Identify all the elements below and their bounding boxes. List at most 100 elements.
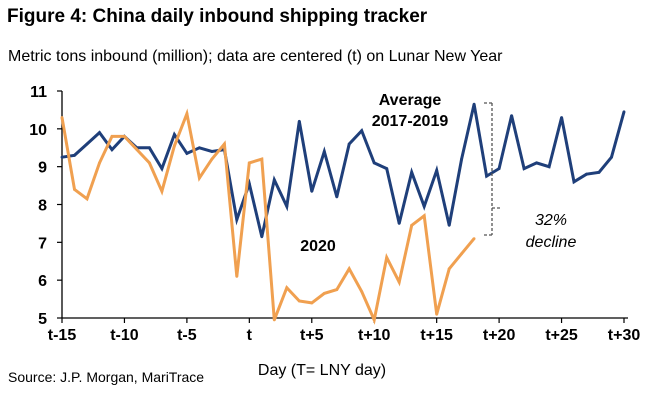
data-point-average	[547, 165, 551, 169]
chart-series	[60, 102, 626, 325]
y-tick-label: 5	[38, 311, 47, 328]
series-label-2020: 2020	[300, 238, 336, 255]
data-point-2020	[322, 292, 326, 295]
data-point-2020	[210, 157, 214, 161]
data-point-average	[472, 102, 476, 106]
decline-percent-label: 32%	[535, 212, 567, 229]
x-tick-label: t+30	[608, 327, 641, 344]
data-point-2020	[198, 176, 201, 180]
data-point-average	[73, 153, 76, 157]
chart-tick-labels: 5 6 7 8 9 10 11 t-15 t-10 t-5 t t+5 t+10 t+15 t+20 t+25…	[29, 84, 640, 344]
data-point-average	[260, 235, 264, 239]
data-point-average	[447, 223, 451, 227]
data-point-average	[485, 174, 488, 178]
data-point-2020	[360, 290, 364, 293]
data-point-average	[510, 114, 513, 117]
data-point-2020	[460, 252, 463, 256]
y-tick-label: 9	[38, 160, 47, 177]
data-point-average	[622, 110, 626, 114]
data-point-average	[98, 131, 101, 135]
data-point-2020	[148, 161, 151, 165]
data-point-average	[60, 155, 64, 159]
data-point-average	[185, 152, 189, 155]
data-point-average	[535, 161, 538, 165]
data-point-average	[497, 167, 501, 171]
data-point-average	[322, 150, 326, 153]
chart-title: Figure 4: China daily inbound shipping t…	[7, 6, 428, 27]
decline-bracket	[484, 102, 500, 236]
x-tick-label: t+10	[358, 327, 391, 344]
x-tick-label: t-10	[110, 327, 139, 344]
x-tick-label: t-15	[48, 327, 77, 344]
y-tick-label: 10	[29, 122, 47, 139]
data-point-2020	[73, 188, 76, 191]
data-point-average	[173, 133, 176, 136]
data-point-2020	[435, 312, 439, 316]
data-point-average	[110, 148, 114, 152]
data-point-average	[422, 205, 426, 208]
data-point-2020	[310, 301, 314, 305]
data-point-2020	[85, 197, 89, 201]
data-point-2020	[410, 223, 414, 227]
data-point-average	[410, 170, 414, 174]
data-point-2020	[98, 161, 101, 165]
x-tick-label: t+20	[483, 327, 516, 344]
data-point-average	[610, 155, 613, 159]
data-point-2020	[272, 318, 276, 322]
x-tick-label: t-5	[177, 327, 197, 344]
data-point-2020	[297, 299, 301, 303]
data-point-2020	[397, 280, 401, 284]
x-axis-label: Day (T= LNY day)	[258, 362, 386, 379]
y-tick-label: 6	[38, 273, 47, 290]
y-tick-label: 8	[38, 198, 47, 215]
series-line-2020	[60, 108, 476, 325]
data-point-2020	[223, 142, 226, 146]
data-point-average	[585, 172, 588, 176]
data-point-average	[335, 195, 339, 199]
series-line-average	[61, 103, 626, 238]
x-tick-label: t+25	[545, 327, 578, 344]
data-point-average	[210, 150, 214, 153]
data-point-2020	[173, 144, 176, 148]
data-point-2020	[110, 135, 114, 138]
x-tick-label: t+5	[300, 327, 324, 344]
x-tick-label: t	[247, 327, 253, 344]
data-point-average	[285, 205, 289, 208]
data-point-average	[235, 218, 239, 222]
data-point-average	[597, 170, 601, 174]
data-point-average	[310, 189, 314, 193]
data-point-2020	[335, 288, 339, 291]
data-point-2020	[160, 189, 164, 193]
data-point-average	[148, 146, 151, 150]
y-tick-label: 11	[30, 84, 47, 101]
data-point-2020	[260, 157, 264, 161]
data-point-2020	[285, 286, 289, 290]
data-point-average	[198, 146, 201, 150]
data-point-average	[160, 167, 164, 171]
data-point-average	[385, 167, 389, 171]
data-point-2020	[123, 135, 126, 138]
data-point-average	[347, 142, 351, 146]
data-point-average	[460, 157, 463, 161]
data-point-average	[85, 142, 89, 146]
data-point-2020	[60, 116, 64, 119]
data-point-2020	[422, 214, 426, 218]
x-tick-label: t+15	[420, 327, 453, 344]
data-point-2020	[347, 267, 351, 271]
series-label-average-line1: Average	[379, 92, 442, 109]
data-point-2020	[472, 237, 476, 241]
data-point-average	[272, 178, 276, 182]
data-point-2020	[185, 112, 189, 116]
data-point-average	[435, 169, 439, 172]
chart-subtitle: Metric tons inbound (million); data are …	[8, 48, 503, 65]
data-point-2020	[247, 161, 251, 165]
source-note: Source: J.P. Morgan, MariTrace	[8, 369, 205, 385]
data-point-2020	[235, 275, 239, 278]
data-point-average	[560, 116, 563, 119]
data-point-2020	[135, 148, 139, 152]
chart-axes	[57, 90, 628, 323]
decline-text-label: decline	[526, 234, 577, 251]
data-point-average	[360, 129, 364, 133]
y-tick-label: 7	[38, 235, 47, 252]
